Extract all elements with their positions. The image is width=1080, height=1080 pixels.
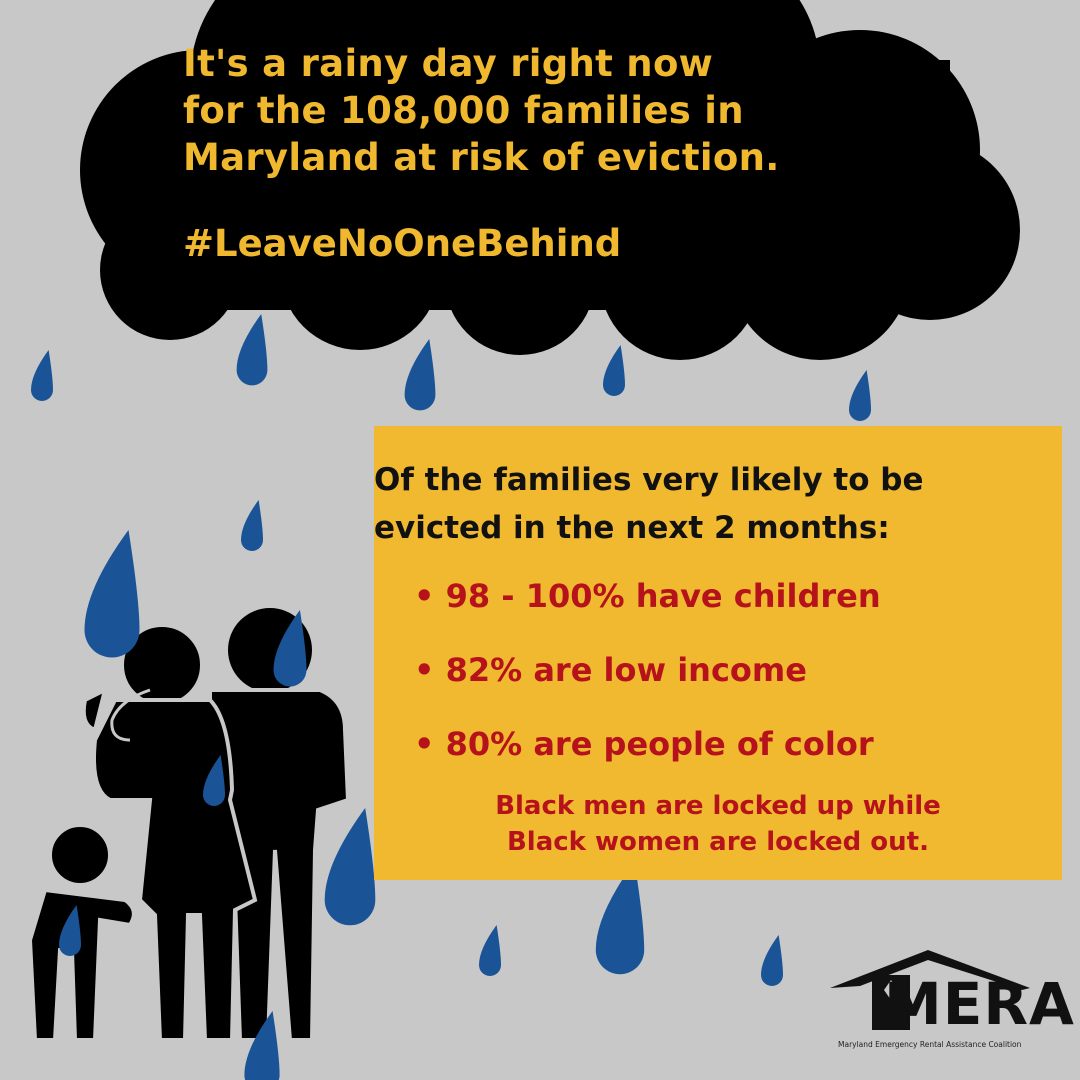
stats-note-line: Black men are locked up while <box>495 791 941 821</box>
raindrop-icon <box>761 935 783 986</box>
raindrop-icon <box>84 530 140 658</box>
headline-line: Maryland at risk of eviction. <box>183 136 780 179</box>
stats-note-line: Black women are locked out. <box>506 827 929 857</box>
raindrop-icon <box>404 339 436 411</box>
raindrop-icon <box>595 862 645 975</box>
raindrop-icon <box>324 808 376 926</box>
stats-intro-line: evicted in the next 2 months: <box>374 510 890 546</box>
headline: It's a rainy day right now for the 108,0… <box>183 40 780 181</box>
logo-word: MERA <box>884 970 1075 1038</box>
stat-bullet-color: • 80% are people of color <box>414 725 874 763</box>
raindrop-icon <box>244 1011 280 1080</box>
raindrop-icon <box>59 905 81 956</box>
stat-bullet-children: • 98 - 100% have children <box>414 577 881 615</box>
raindrop-icon <box>603 345 625 396</box>
stats-note: Black men are locked up while Black wome… <box>374 788 1062 860</box>
raindrop-icon <box>849 370 871 421</box>
stat-bullet-income: • 82% are low income <box>414 651 807 689</box>
raindrop-icon <box>203 755 225 806</box>
headline-line: It's a rainy day right now <box>183 42 714 85</box>
raindrop-icon <box>31 350 53 401</box>
mera-logo: MERA Maryland Emergency Rental Assistanc… <box>828 948 1074 1068</box>
stats-intro: Of the families very likely to be evicte… <box>374 456 1062 552</box>
raindrop-icon <box>241 500 263 551</box>
stats-box: Of the families very likely to be evicte… <box>374 426 1062 880</box>
storm-cloud-icon <box>80 0 1020 360</box>
house-roof-logo-icon <box>830 950 1030 1030</box>
stats-intro-line: Of the families very likely to be <box>374 462 924 498</box>
logo-tagline: Maryland Emergency Rental Assistance Coa… <box>838 1040 1022 1049</box>
headline-line: for the 108,000 families in <box>183 89 744 132</box>
raindrop-icon <box>236 314 268 386</box>
raindrop-icon <box>273 610 307 687</box>
hashtag: #LeaveNoOneBehind <box>183 222 622 265</box>
raindrops <box>31 314 871 1080</box>
raindrop-icon <box>479 925 501 976</box>
